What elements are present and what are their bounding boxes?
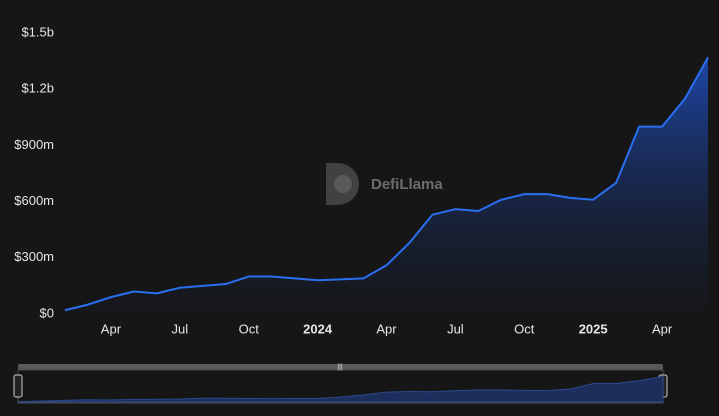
- navigator-area: [17, 375, 664, 403]
- x-tick-label: Apr: [101, 321, 122, 336]
- logo: [326, 163, 359, 205]
- x-tick-label: Oct: [514, 321, 535, 336]
- x-tick-label: Apr: [652, 321, 673, 336]
- y-tick-label: $1.5b: [21, 24, 54, 39]
- navigator-handle-left[interactable]: [13, 374, 23, 398]
- navigator-grip: |||: [337, 364, 343, 371]
- y-tick-label: $1.2b: [21, 81, 54, 96]
- x-tick-label: Apr: [376, 321, 397, 336]
- x-tick-label: 2025: [579, 321, 608, 336]
- y-tick-label: $0: [40, 305, 54, 320]
- y-tick-label: $900m: [14, 137, 54, 152]
- watermark: DefiLlama: [371, 176, 443, 193]
- navigator-bar[interactable]: [18, 364, 663, 370]
- area-line: [64, 56, 709, 312]
- x-tick-label: Oct: [239, 321, 260, 336]
- x-tick-label: Jul: [172, 321, 189, 336]
- y-tick-label: $600m: [14, 193, 54, 208]
- x-tick-label: 2024: [303, 321, 333, 336]
- area-fill: [65, 57, 708, 314]
- y-tick-label: $300m: [14, 249, 54, 264]
- x-tick-label: Jul: [447, 321, 464, 336]
